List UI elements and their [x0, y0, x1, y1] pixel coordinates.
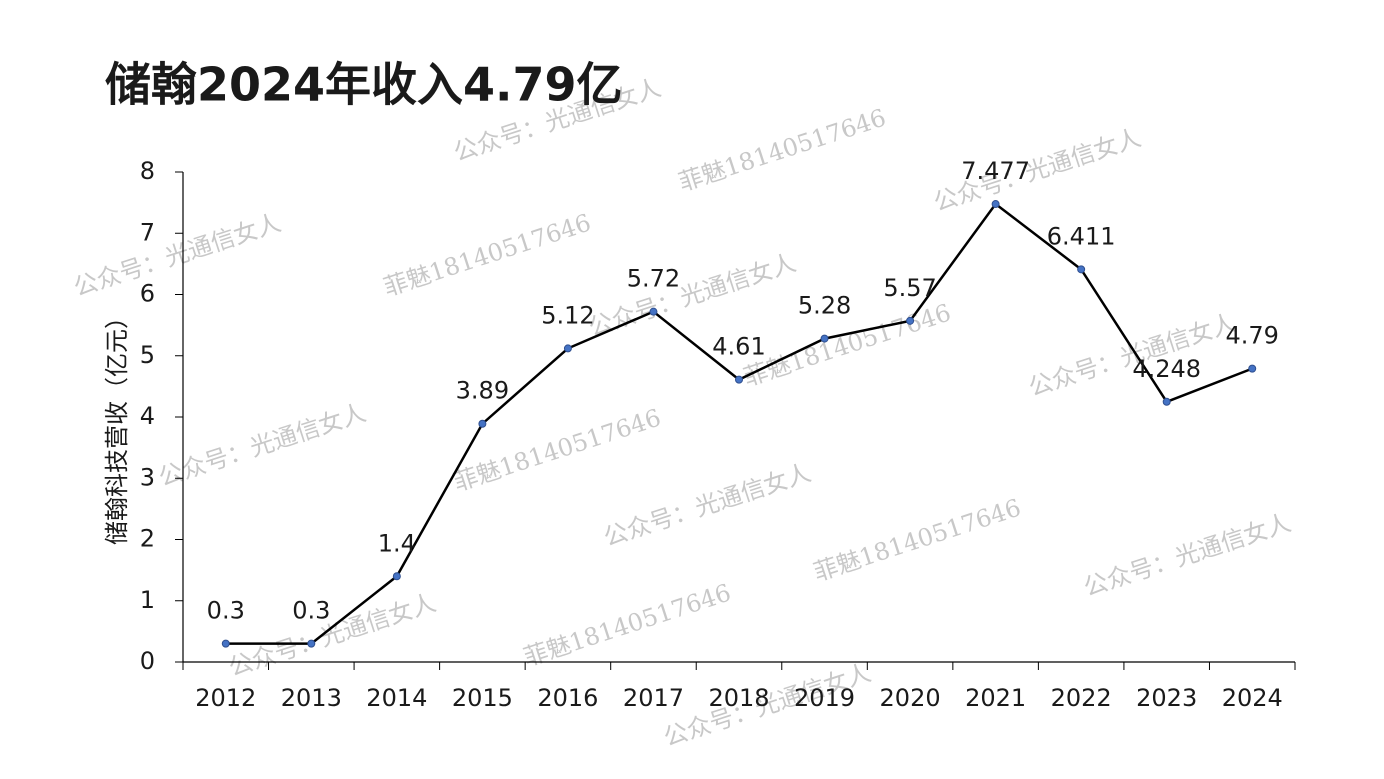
data-label: 0.3 — [292, 597, 330, 625]
watermark: 菲魅18140517646 — [450, 404, 664, 497]
y-tick-label: 8 — [140, 157, 155, 185]
y-tick-label: 6 — [140, 280, 155, 308]
watermark: 公众号：光通信女人 — [155, 399, 369, 492]
watermark: 菲魅18140517646 — [810, 494, 1024, 587]
data-label: 4.248 — [1132, 355, 1201, 383]
y-tick-label: 5 — [140, 341, 155, 369]
data-point — [820, 334, 829, 343]
data-point — [649, 307, 658, 316]
watermark: 菲魅18140517646 — [675, 104, 889, 197]
x-tick-label: 2018 — [708, 684, 769, 712]
data-point — [392, 572, 401, 581]
x-tick-label: 2024 — [1222, 684, 1283, 712]
x-tick-label: 2022 — [1051, 684, 1112, 712]
x-tick-label: 2015 — [452, 684, 513, 712]
x-tick-label: 2016 — [537, 684, 598, 712]
data-label: 1.4 — [378, 529, 416, 557]
watermark: 公众号：光通信女人 — [70, 209, 284, 302]
chart-title: 储翰2024年收入4.79亿 — [105, 58, 623, 112]
data-point — [1162, 397, 1171, 406]
y-tick-label: 4 — [140, 402, 155, 430]
data-point — [307, 639, 316, 648]
data-point — [906, 316, 915, 325]
data-label: 5.12 — [541, 301, 594, 329]
y-tick-label: 1 — [140, 586, 155, 614]
data-label: 5.57 — [883, 274, 936, 302]
x-tick-label: 2021 — [965, 684, 1026, 712]
data-label: 4.61 — [712, 333, 765, 361]
data-point — [563, 344, 572, 353]
data-point — [221, 639, 230, 648]
watermark: 公众号：光通信女人 — [1080, 509, 1294, 602]
watermark: 菲魅18140517646 — [520, 579, 734, 672]
data-point — [1077, 265, 1086, 274]
data-label: 7.477 — [961, 157, 1030, 185]
data-label: 5.72 — [627, 265, 680, 293]
y-tick-label: 0 — [140, 647, 155, 675]
data-label: 4.79 — [1226, 322, 1279, 350]
data-label: 0.3 — [207, 597, 245, 625]
x-tick-label: 2013 — [281, 684, 342, 712]
x-tick-label: 2014 — [366, 684, 427, 712]
watermark: 菲魅18140517646 — [380, 209, 594, 302]
watermark: 公众号：光通信女人 — [225, 589, 439, 682]
x-tick-label: 2012 — [195, 684, 256, 712]
x-tick-label: 2017 — [623, 684, 684, 712]
data-label: 5.28 — [798, 292, 851, 320]
data-point — [991, 200, 1000, 209]
data-point — [735, 375, 743, 384]
y-tick-label: 7 — [140, 218, 155, 246]
watermark-layer: 公众号：光通信女人公众号：光通信女人公众号：光通信女人公众号：光通信女人公众号：… — [70, 74, 1294, 752]
watermark: 公众号：光通信女人 — [600, 459, 814, 552]
y-axis-label: 储翰科技营收（亿元） — [103, 305, 131, 545]
data-label: 3.89 — [456, 377, 509, 405]
x-tick-label: 2020 — [880, 684, 941, 712]
x-tick-label: 2019 — [794, 684, 855, 712]
y-tick-label: 3 — [140, 463, 155, 491]
data-point — [478, 419, 487, 428]
y-tick-label: 2 — [140, 525, 155, 553]
x-tick-label: 2023 — [1136, 684, 1197, 712]
data-point — [1248, 364, 1257, 373]
data-label: 6.411 — [1047, 222, 1116, 250]
